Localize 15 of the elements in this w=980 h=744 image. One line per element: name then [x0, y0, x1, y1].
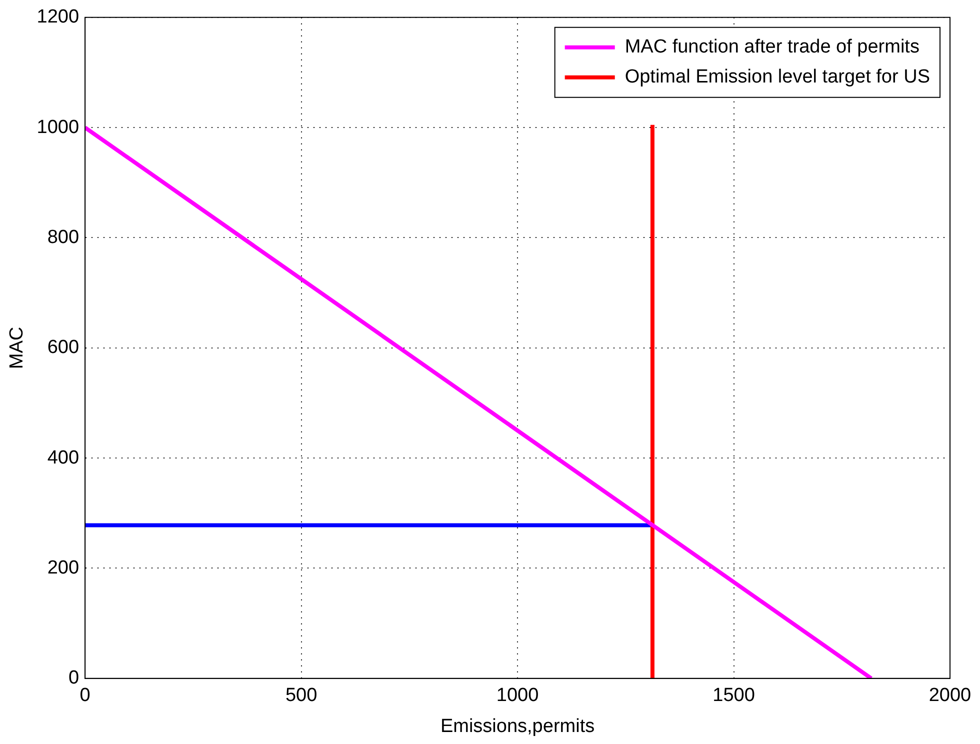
y-tick-label: 1200 [36, 6, 80, 28]
y-tick-label: 200 [47, 557, 80, 578]
x-tick-label: 2000 [928, 685, 972, 706]
x-tick-label: 500 [285, 685, 318, 706]
y-tick-label: 0 [68, 668, 80, 689]
x-axis-title: Emissions,permits [440, 716, 595, 737]
y-tick-label: 400 [47, 447, 80, 468]
legend-label: MAC function after trade of permits [624, 36, 920, 58]
y-axis-title: MAC [6, 326, 28, 370]
y-tick-label: 1000 [36, 116, 80, 138]
y-tick-label: 600 [47, 337, 80, 358]
x-tick-label: 1500 [712, 685, 755, 706]
y-tick-label: 800 [47, 226, 80, 248]
x-tick-label: 1000 [496, 685, 539, 706]
legend-label: Optimal Emission level target for US [624, 66, 930, 88]
